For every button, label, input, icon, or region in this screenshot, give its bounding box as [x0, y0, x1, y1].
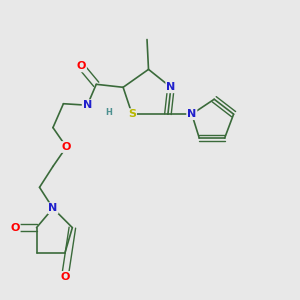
Text: O: O [62, 142, 71, 152]
Text: O: O [10, 223, 20, 232]
Text: N: N [83, 100, 92, 110]
Text: O: O [60, 272, 70, 282]
Text: S: S [128, 109, 136, 119]
Text: H: H [105, 108, 112, 117]
Text: O: O [76, 61, 86, 71]
Text: N: N [166, 82, 176, 92]
Text: N: N [187, 109, 196, 119]
Text: N: N [48, 203, 58, 213]
